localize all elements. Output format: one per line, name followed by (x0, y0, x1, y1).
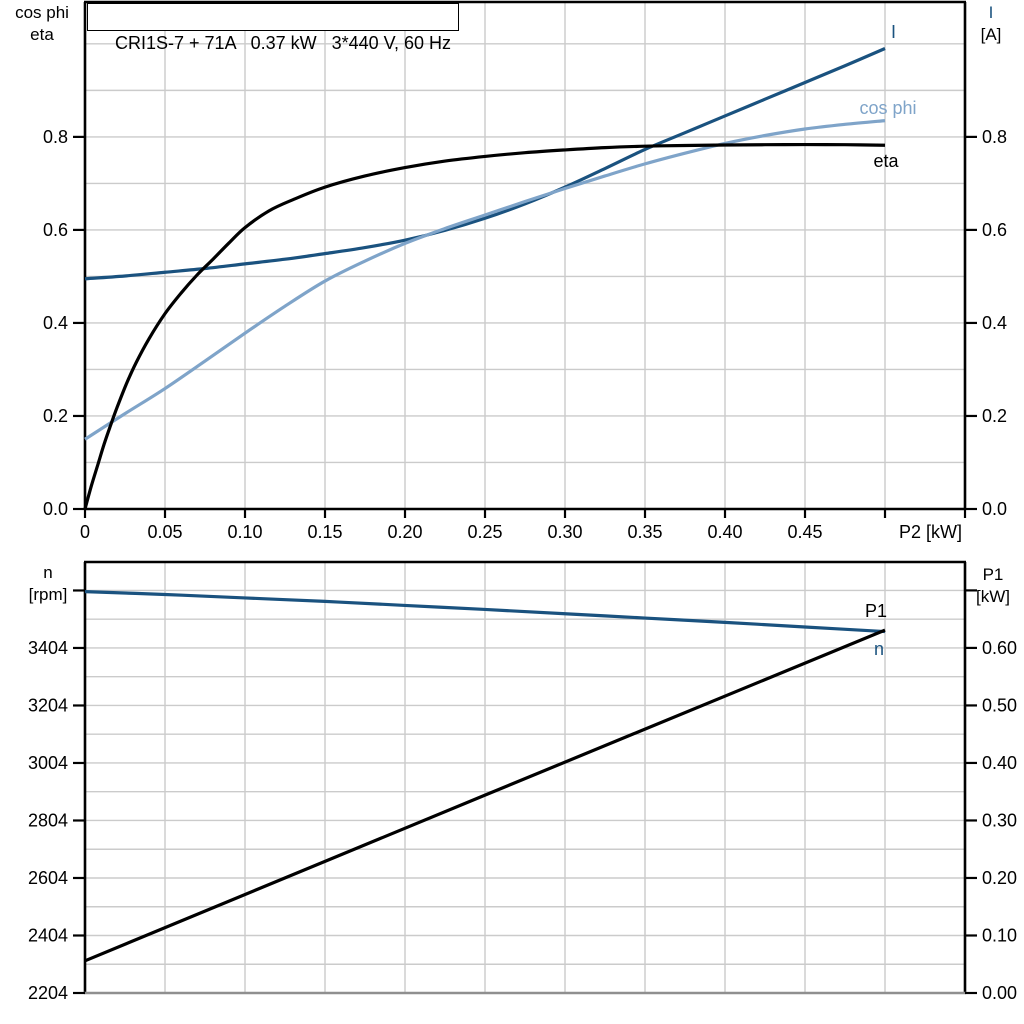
chart-title-box: CRI1S-7 + 71A 0.37 kW 3*440 V, 60 Hz (87, 3, 460, 53)
left-tick-label: 0.0 (43, 499, 68, 519)
x-tick-label: 0.45 (787, 522, 822, 542)
left-tick-label: 0.2 (43, 406, 68, 426)
left-tick-label: 3204 (28, 695, 68, 715)
right-tick-label: 0.60 (982, 638, 1017, 658)
axis-title-ampere-unit: [A] (980, 25, 1002, 44)
left-tick-label: 3004 (28, 753, 68, 773)
right-tick-label: 0.0 (982, 499, 1007, 519)
x-tick-label: 0.40 (707, 522, 742, 542)
right-tick-label: 0.20 (982, 868, 1017, 888)
x-tick-label: 0.05 (147, 522, 182, 542)
axis-title-current: I (988, 3, 994, 22)
top-left-axis-title: cos phi eta (2, 2, 82, 46)
x-tick-label: 0.10 (227, 522, 262, 542)
curve-label-cos-phi: cos phi (859, 98, 916, 118)
top-chart-border (83, 0, 967, 511)
i-curve (84, 47, 886, 281)
right-tick-label: 0.00 (982, 983, 1017, 1003)
bottom-left-axis-title: n [rpm] (12, 562, 84, 606)
axis-title-n: n (43, 563, 53, 582)
x-axis-label: P2 [kW] (899, 522, 962, 542)
p1-curve (84, 628, 886, 963)
right-tick-label: 0.40 (982, 753, 1017, 773)
x-tick-label: 0.35 (627, 522, 662, 542)
right-tick-label: 0.10 (982, 925, 1017, 945)
left-tick-label: 2404 (28, 925, 68, 945)
right-tick-label: 0.6 (982, 220, 1007, 240)
left-tick-label: 0.4 (43, 313, 68, 333)
right-tick-label: 0.30 (982, 810, 1017, 830)
right-tick-label: 0.8 (982, 127, 1007, 147)
left-tick-label: 3404 (28, 638, 68, 658)
top-chart: 0 0.05 0.10 0.15 0.20 0.25 0.30 0.35 0.40 0.45 P2 … (43, 0, 1007, 542)
cos-phi-curve (84, 119, 886, 441)
bottom-chart-ticks (73, 589, 977, 995)
x-tick-label: 0.30 (547, 522, 582, 542)
axis-title-p1: P1 (982, 565, 1004, 584)
chart-title: CRI1S-7 + 71A 0.37 kW 3*440 V, 60 Hz (115, 33, 452, 53)
x-tick-label: 0.20 (387, 522, 422, 542)
x-tick-label: 0.25 (467, 522, 502, 542)
curve-label-p1: P1 (865, 601, 887, 621)
axis-title-cos-phi: cos phi (15, 3, 69, 22)
axis-title-kw-unit: [kW] (976, 587, 1010, 606)
left-tick-label: 2604 (28, 868, 68, 888)
bottom-chart-grid (85, 562, 965, 993)
right-tick-label: 0.2 (982, 406, 1007, 426)
left-tick-label: 2204 (28, 983, 68, 1003)
right-tick-label: 0.50 (982, 695, 1017, 715)
bottom-chart-border (83, 560, 967, 995)
top-chart-ticks (73, 135, 977, 518)
bottom-right-axis-title: P1 [kW] (966, 564, 1020, 608)
right-tick-label: 0.4 (982, 313, 1007, 333)
top-chart-grid (85, 2, 965, 509)
axis-title-eta: eta (30, 25, 54, 44)
curve-label-n: n (874, 639, 884, 659)
left-tick-label: 0.6 (43, 220, 68, 240)
x-tick-label: 0 (80, 522, 90, 542)
eta-curve (83, 142, 886, 510)
curve-label-eta: eta (873, 151, 899, 171)
axis-title-rpm-unit: [rpm] (28, 585, 68, 604)
curve-label-i: I (891, 22, 896, 42)
n-curve (84, 590, 886, 634)
left-tick-label: 0.8 (43, 127, 68, 147)
x-tick-label: 0.15 (307, 522, 342, 542)
top-right-axis-title: I [A] (966, 2, 1016, 46)
bottom-chart: 2204 2404 2604 2804 3004 3204 3404 0.00 0.10 0.20… (28, 560, 1017, 1003)
left-tick-label: 2804 (28, 810, 68, 830)
